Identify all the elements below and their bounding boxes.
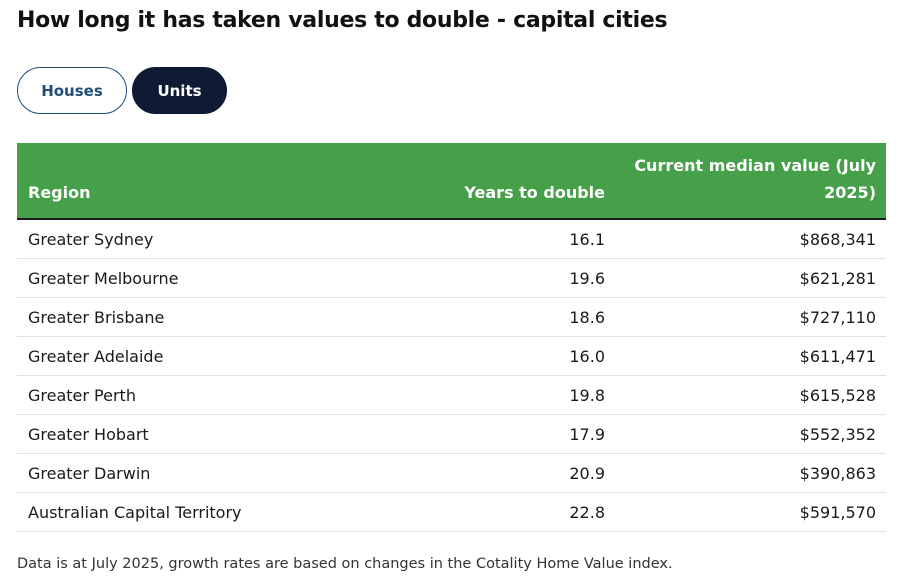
table-cell: $552,352 (615, 414, 886, 454)
table-row: Greater Hobart 17.9 $552,352 (17, 414, 886, 454)
column-header: Years to double (334, 143, 615, 220)
table-row: Australian Capital Territory 22.8 $591,570 (17, 492, 886, 532)
page-title: How long it has taken values to double -… (17, 8, 668, 33)
tab-bar: Houses Units (17, 67, 227, 114)
table-cell: 19.6 (334, 258, 615, 298)
table-body: Greater Sydney 16.1 $868,341 Greater Melbou… (17, 219, 886, 532)
column-header: Current median value (July 2025) (615, 143, 886, 220)
table-cell: $611,471 (615, 336, 886, 376)
table-row: Greater Sydney 16.1 $868,341 (17, 219, 886, 259)
table-cell: Greater Adelaide (17, 336, 334, 376)
table-cell: 22.8 (334, 492, 615, 532)
table-cell: $727,110 (615, 297, 886, 337)
tab-houses[interactable]: Houses (17, 67, 127, 114)
table-cell: Greater Melbourne (17, 258, 334, 298)
data-table: Region Years to double Current median va… (17, 143, 886, 532)
table-cell: 16.1 (334, 219, 615, 259)
table-cell: Greater Sydney (17, 219, 334, 259)
table-cell: Australian Capital Territory (17, 492, 334, 532)
table-cell: 18.6 (334, 297, 615, 337)
table-cell: $615,528 (615, 375, 886, 415)
table-cell: Greater Hobart (17, 414, 334, 454)
table-cell: $390,863 (615, 453, 886, 493)
table-row: Greater Melbourne 19.6 $621,281 (17, 258, 886, 298)
column-header: Region (17, 143, 334, 220)
table-row: Greater Darwin 20.9 $390,863 (17, 453, 886, 493)
table-cell: Greater Brisbane (17, 297, 334, 337)
header-row: Region Years to double Current median va… (17, 143, 886, 220)
table-row: Greater Adelaide 16.0 $611,471 (17, 336, 886, 376)
table-cell: Greater Darwin (17, 453, 334, 493)
table-cell: 17.9 (334, 414, 615, 454)
table-row: Greater Perth 19.8 $615,528 (17, 375, 886, 415)
table-cell: $868,341 (615, 219, 886, 259)
table-cell: 19.8 (334, 375, 615, 415)
footnote: Data is at July 2025, growth rates are b… (17, 556, 673, 572)
table-cell: 16.0 (334, 336, 615, 376)
table-row: Greater Brisbane 18.6 $727,110 (17, 297, 886, 337)
table-cell: $621,281 (615, 258, 886, 298)
table-cell: 20.9 (334, 453, 615, 493)
table-cell: $591,570 (615, 492, 886, 532)
table-cell: Greater Perth (17, 375, 334, 415)
table-header: Region Years to double Current median va… (17, 143, 886, 220)
tab-units[interactable]: Units (132, 67, 227, 114)
